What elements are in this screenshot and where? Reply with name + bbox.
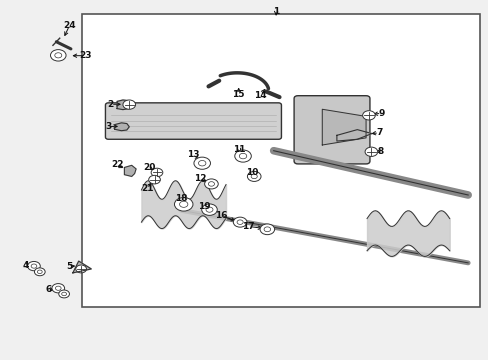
Circle shape <box>55 53 61 58</box>
Text: 12: 12 <box>194 174 206 183</box>
Text: 22: 22 <box>111 161 123 170</box>
Text: 15: 15 <box>232 90 244 99</box>
Text: 23: 23 <box>79 51 91 60</box>
Circle shape <box>205 207 213 212</box>
Circle shape <box>247 171 261 181</box>
Text: 7: 7 <box>375 129 382 138</box>
Polygon shape <box>117 100 131 110</box>
FancyBboxPatch shape <box>105 103 281 139</box>
Text: 21: 21 <box>141 184 153 193</box>
Circle shape <box>234 150 251 162</box>
Circle shape <box>198 161 205 166</box>
Circle shape <box>251 174 257 179</box>
Text: 5: 5 <box>66 262 72 271</box>
Polygon shape <box>322 109 366 145</box>
Polygon shape <box>115 123 129 131</box>
Circle shape <box>194 157 210 169</box>
Circle shape <box>204 179 218 189</box>
Text: 10: 10 <box>245 168 258 177</box>
Circle shape <box>50 50 66 61</box>
Text: 6: 6 <box>46 285 52 294</box>
Circle shape <box>208 182 214 186</box>
Text: 20: 20 <box>143 163 156 172</box>
Text: 16: 16 <box>215 211 227 220</box>
Text: 2: 2 <box>107 100 114 109</box>
FancyBboxPatch shape <box>293 96 369 164</box>
Text: 18: 18 <box>175 194 187 203</box>
Text: 1: 1 <box>272 7 279 16</box>
Circle shape <box>362 111 374 120</box>
Circle shape <box>34 268 45 276</box>
Circle shape <box>52 284 64 293</box>
Circle shape <box>365 147 377 157</box>
Text: 3: 3 <box>105 122 111 131</box>
Circle shape <box>151 168 163 177</box>
Circle shape <box>31 264 37 268</box>
Circle shape <box>28 261 40 271</box>
Circle shape <box>37 270 42 274</box>
Circle shape <box>179 201 187 207</box>
Text: 9: 9 <box>378 109 384 118</box>
Circle shape <box>55 286 61 290</box>
Polygon shape <box>336 130 371 141</box>
Circle shape <box>260 224 274 235</box>
Circle shape <box>233 217 246 227</box>
Text: 17: 17 <box>242 222 254 231</box>
Text: 24: 24 <box>63 21 76 30</box>
Circle shape <box>174 198 193 211</box>
Circle shape <box>239 153 246 159</box>
Text: 8: 8 <box>377 147 383 156</box>
Bar <box>81 14 479 307</box>
Circle shape <box>61 292 66 296</box>
Circle shape <box>148 175 160 184</box>
Text: 19: 19 <box>198 202 210 211</box>
Text: 14: 14 <box>254 91 266 100</box>
Polygon shape <box>124 165 136 176</box>
Circle shape <box>264 227 270 232</box>
Polygon shape <box>73 261 91 273</box>
Text: 11: 11 <box>233 145 245 154</box>
Text: 4: 4 <box>22 261 29 270</box>
Circle shape <box>59 290 69 298</box>
Circle shape <box>201 204 217 215</box>
Text: 13: 13 <box>187 150 199 159</box>
Circle shape <box>76 265 86 273</box>
Circle shape <box>237 220 243 224</box>
Circle shape <box>122 100 135 109</box>
